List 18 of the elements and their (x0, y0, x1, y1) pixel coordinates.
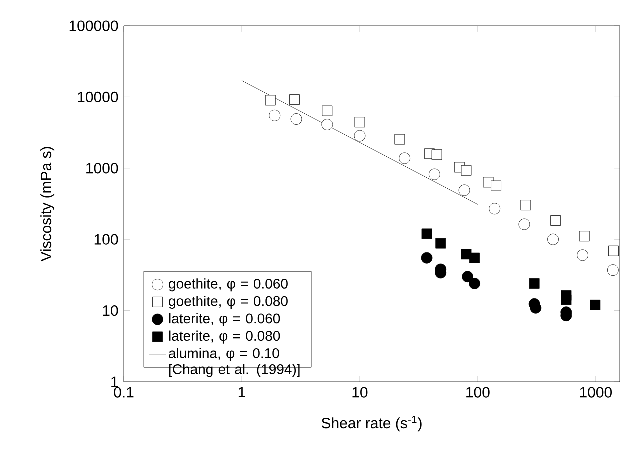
y-tick-label: 1000 (86, 163, 118, 174)
x-tick-label: 1 (238, 387, 246, 398)
x-tick-label: 100 (466, 387, 490, 398)
legend-label: laterite, φ = 0.080 (169, 330, 280, 344)
y-tick-label: 10 (103, 305, 118, 316)
legend-label: alumina, φ = 0.10 [Chang et al. (1994)] (169, 348, 300, 378)
y-tick-label: 10000 (78, 92, 118, 103)
y-axis-title: Viscosity (mPa s) (40, 147, 55, 262)
legend-label: goethite, φ = 0.080 (169, 296, 288, 310)
y-tick-label: 1 (112, 376, 118, 388)
legend-label: goethite, φ = 0.060 (169, 278, 288, 292)
x-tick-label: 0.1 (114, 387, 134, 398)
x-axis-title: Shear rate (s$^{-1}$) (322, 416, 422, 432)
legend-label: laterite, φ = 0.060 (169, 313, 280, 326)
y-tick-label: 100000 (70, 20, 118, 32)
y-tick-label: 100 (94, 234, 118, 245)
x-tick-label: 1000 (580, 387, 612, 398)
x-tick-label: 10 (352, 387, 368, 398)
